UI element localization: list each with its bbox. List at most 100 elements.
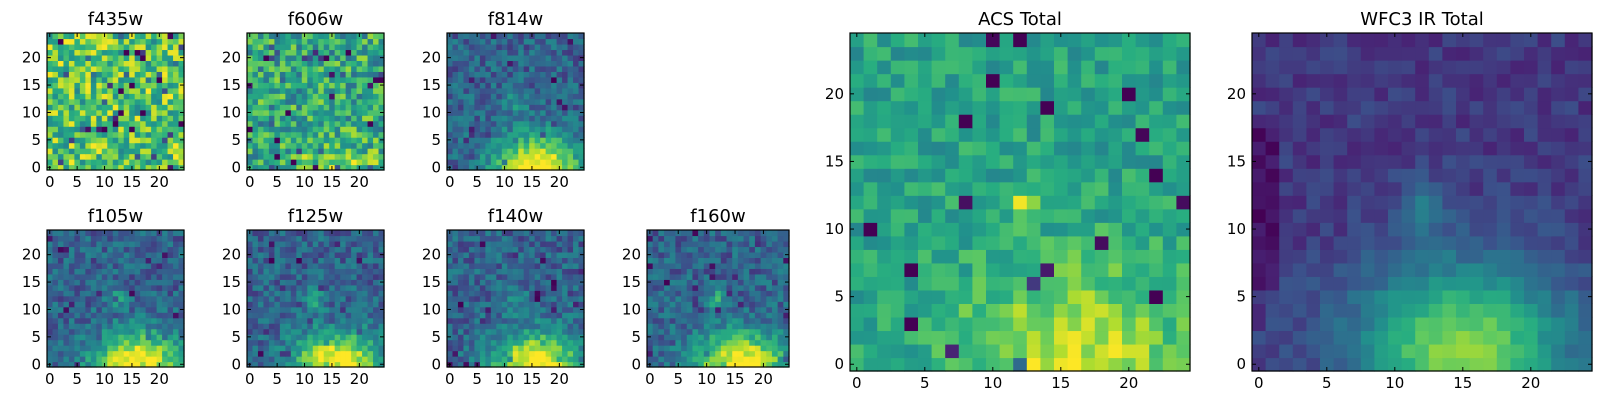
heatmap-cell xyxy=(698,279,705,286)
heatmap-cell xyxy=(452,339,459,346)
heatmap-cell xyxy=(578,142,585,149)
heatmap-cell xyxy=(534,295,541,302)
heatmap-cell xyxy=(556,153,563,160)
heatmap-cell xyxy=(373,339,380,346)
heatmap-cell xyxy=(167,159,174,166)
heatmap-cell xyxy=(754,306,762,313)
heatmap-cell xyxy=(737,361,745,368)
heatmap-cell xyxy=(463,115,470,122)
heatmap-cell xyxy=(367,71,374,78)
heatmap-cell xyxy=(323,120,330,127)
heatmap-cell xyxy=(68,328,75,335)
heatmap-cell xyxy=(726,345,733,352)
heatmap-cell xyxy=(79,251,86,258)
heatmap-cell xyxy=(118,43,125,51)
heatmap-cell xyxy=(151,142,158,149)
heatmap-cell xyxy=(323,38,330,45)
heatmap-cell xyxy=(373,98,380,105)
heatmap-cell xyxy=(257,251,265,258)
heatmap-cell xyxy=(107,76,114,83)
heatmap-cell xyxy=(178,104,185,111)
heatmap-cell xyxy=(74,115,81,122)
heatmap-cell xyxy=(567,109,574,116)
heatmap-cell xyxy=(290,350,297,357)
heatmap-cell xyxy=(178,76,185,83)
heatmap-cell xyxy=(573,98,580,105)
heatmap-cell xyxy=(167,350,174,357)
heatmap-cell xyxy=(766,317,773,324)
heatmap-cell xyxy=(145,328,152,335)
heatmap-cell xyxy=(562,93,569,100)
heatmap-cell xyxy=(334,126,341,133)
heatmap-cell xyxy=(323,131,330,138)
heatmap-cell xyxy=(57,49,65,56)
heatmap-cell xyxy=(652,301,659,308)
heatmap-cell xyxy=(323,54,330,61)
heatmap-cell xyxy=(737,268,745,275)
heatmap-cell xyxy=(63,246,70,253)
heatmap-cell xyxy=(367,126,374,133)
heatmap-cell xyxy=(290,76,297,83)
heatmap-cell xyxy=(652,235,659,242)
heatmap-cell xyxy=(151,60,158,67)
heatmap-cell xyxy=(567,268,574,275)
heatmap-cell xyxy=(134,43,141,51)
heatmap-cell xyxy=(468,87,475,94)
heatmap-cell xyxy=(686,262,694,269)
heatmap-cell xyxy=(507,142,514,149)
heatmap-cell xyxy=(540,109,547,116)
heatmap-cell xyxy=(301,98,308,105)
heatmap-cell xyxy=(545,137,552,144)
heatmap-cell xyxy=(334,339,341,346)
heatmap-cell xyxy=(534,38,541,45)
heatmap-cell xyxy=(850,195,865,210)
heatmap-cell xyxy=(85,87,92,94)
heatmap-cell xyxy=(777,317,784,324)
heatmap-cell xyxy=(356,262,363,269)
heatmap-cell xyxy=(107,93,114,100)
heatmap-cell xyxy=(112,334,119,341)
heatmap-cell xyxy=(669,339,676,346)
heatmap-cell xyxy=(771,240,779,248)
heatmap-cell xyxy=(529,71,536,78)
heatmap-cell xyxy=(474,350,481,357)
heatmap-cell xyxy=(485,126,492,133)
heatmap-cell xyxy=(1067,276,1082,291)
heatmap-cell xyxy=(743,301,750,308)
heatmap-cell xyxy=(74,284,81,291)
heatmap-cell xyxy=(367,93,374,100)
heatmap-cell xyxy=(345,159,352,166)
heatmap-cell xyxy=(312,93,319,100)
heatmap-cell xyxy=(474,262,481,269)
heatmap-cell xyxy=(68,350,75,357)
heatmap-cell xyxy=(85,312,92,319)
heatmap-cell xyxy=(167,284,174,291)
heatmap-cell xyxy=(877,222,892,237)
y-tick-label: 20 xyxy=(422,49,441,67)
heatmap-cell xyxy=(556,240,563,248)
heatmap-cell xyxy=(247,257,254,264)
heatmap-cell xyxy=(551,43,558,51)
heatmap-cell xyxy=(485,131,492,138)
heatmap-cell xyxy=(252,60,259,67)
heatmap-cell xyxy=(512,345,519,352)
heatmap-cell xyxy=(63,328,70,335)
heatmap-cell xyxy=(85,98,92,105)
heatmap-cell xyxy=(268,334,275,341)
heatmap-cell xyxy=(540,153,547,160)
heatmap-cell xyxy=(301,115,308,122)
heatmap-cell xyxy=(534,268,541,275)
heatmap-cell xyxy=(999,343,1014,359)
heatmap-cell xyxy=(378,159,385,166)
heatmap-cell xyxy=(523,290,530,297)
heatmap-cell xyxy=(703,312,711,319)
heatmap-cell xyxy=(268,98,275,105)
heatmap-cell xyxy=(123,54,130,61)
heatmap-cell xyxy=(167,115,174,122)
heatmap-cell xyxy=(140,65,147,72)
heatmap-cell xyxy=(715,295,722,302)
heatmap-cell xyxy=(85,251,92,258)
heatmap-cell xyxy=(1094,289,1109,304)
heatmap-cell xyxy=(1122,249,1137,264)
heatmap-cell xyxy=(318,361,325,368)
